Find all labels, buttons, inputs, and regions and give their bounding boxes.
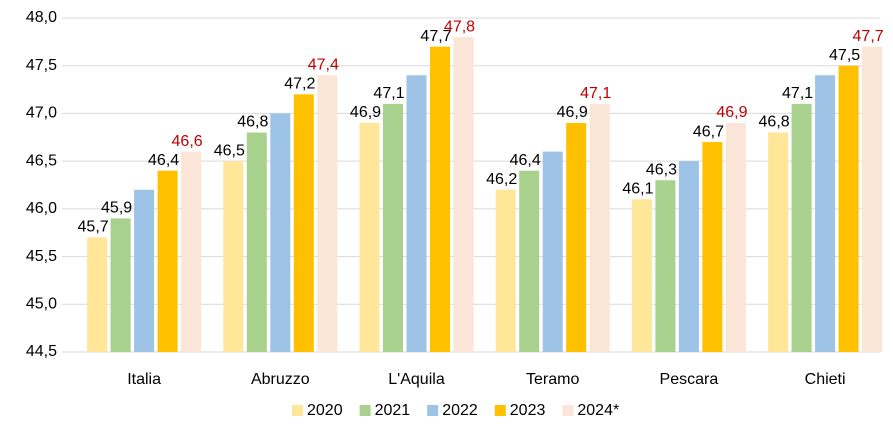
bar (87, 237, 108, 352)
bar (134, 189, 155, 352)
data-label: 46,8 (759, 114, 790, 131)
y-tick-label: 44,5 (26, 343, 57, 360)
legend-swatch (359, 405, 371, 416)
legend-swatch (427, 405, 439, 416)
data-label: 46,2 (486, 171, 517, 188)
x-tick-label: L'Aquila (388, 371, 445, 388)
data-label: 46,6 (172, 133, 203, 150)
bar (270, 113, 291, 352)
bar (791, 103, 812, 352)
data-label: 47,1 (373, 85, 404, 102)
bar (317, 75, 338, 352)
data-label: 47,8 (444, 18, 475, 35)
legend-label: 2020 (307, 402, 343, 419)
data-label: 47,1 (580, 85, 611, 102)
bar (157, 170, 178, 352)
data-label: 46,1 (622, 181, 653, 198)
data-label: 46,8 (237, 114, 268, 131)
y-tick-label: 48,0 (26, 9, 57, 26)
data-label: 47,7 (853, 28, 884, 45)
bar (815, 75, 836, 352)
data-label: 46,7 (693, 123, 724, 140)
y-tick-label: 45,5 (26, 248, 57, 265)
data-label: 46,4 (148, 152, 179, 169)
legend-swatch (562, 405, 574, 416)
bar (862, 46, 883, 352)
bar (223, 161, 244, 352)
bar (838, 65, 859, 352)
data-label: 47,4 (308, 56, 339, 73)
legend-label: 2022 (442, 402, 478, 419)
bar (110, 218, 131, 352)
bar (519, 170, 540, 352)
bar (678, 161, 699, 352)
bar (495, 189, 516, 352)
bar (246, 132, 267, 352)
bar (453, 37, 474, 352)
data-label: 46,9 (716, 104, 747, 121)
y-tick-label: 47,5 (26, 57, 57, 74)
bar (566, 122, 587, 352)
y-tick-label: 45,0 (26, 296, 57, 313)
x-tick-label: Teramo (526, 371, 579, 388)
x-tick-label: Pescara (660, 371, 719, 388)
legend-label: 2024* (577, 402, 619, 419)
legend-swatch (292, 405, 303, 416)
legend-label: 2021 (375, 402, 411, 419)
bar (542, 151, 563, 352)
bar (768, 132, 789, 352)
bar (655, 180, 676, 352)
data-label: 45,7 (78, 219, 109, 236)
bar (406, 75, 427, 352)
data-label: 46,3 (646, 161, 677, 178)
y-tick-label: 46,0 (26, 200, 57, 217)
legend-label: 2023 (510, 402, 546, 419)
bar (631, 199, 652, 352)
data-label: 46,9 (350, 104, 381, 121)
bar (383, 103, 403, 352)
bar (359, 122, 380, 352)
y-tick-label: 46,5 (26, 152, 57, 169)
bar (702, 142, 723, 352)
data-label: 45,9 (101, 200, 132, 217)
data-label: 47,1 (782, 85, 813, 102)
bar (725, 122, 746, 352)
bar (293, 94, 314, 352)
data-label: 46,4 (510, 152, 541, 169)
bar (589, 103, 610, 352)
data-label: 47,7 (420, 28, 451, 45)
data-label: 47,5 (829, 47, 860, 64)
bar (430, 46, 450, 352)
bar (181, 151, 202, 352)
legend-swatch (494, 405, 506, 416)
data-label: 47,2 (284, 76, 315, 93)
x-tick-label: Abruzzo (251, 371, 310, 388)
x-tick-label: Chieti (805, 371, 846, 388)
data-label: 46,5 (214, 142, 245, 159)
y-tick-label: 47,0 (26, 105, 57, 122)
x-tick-label: Italia (127, 371, 161, 388)
data-label: 46,9 (557, 104, 588, 121)
